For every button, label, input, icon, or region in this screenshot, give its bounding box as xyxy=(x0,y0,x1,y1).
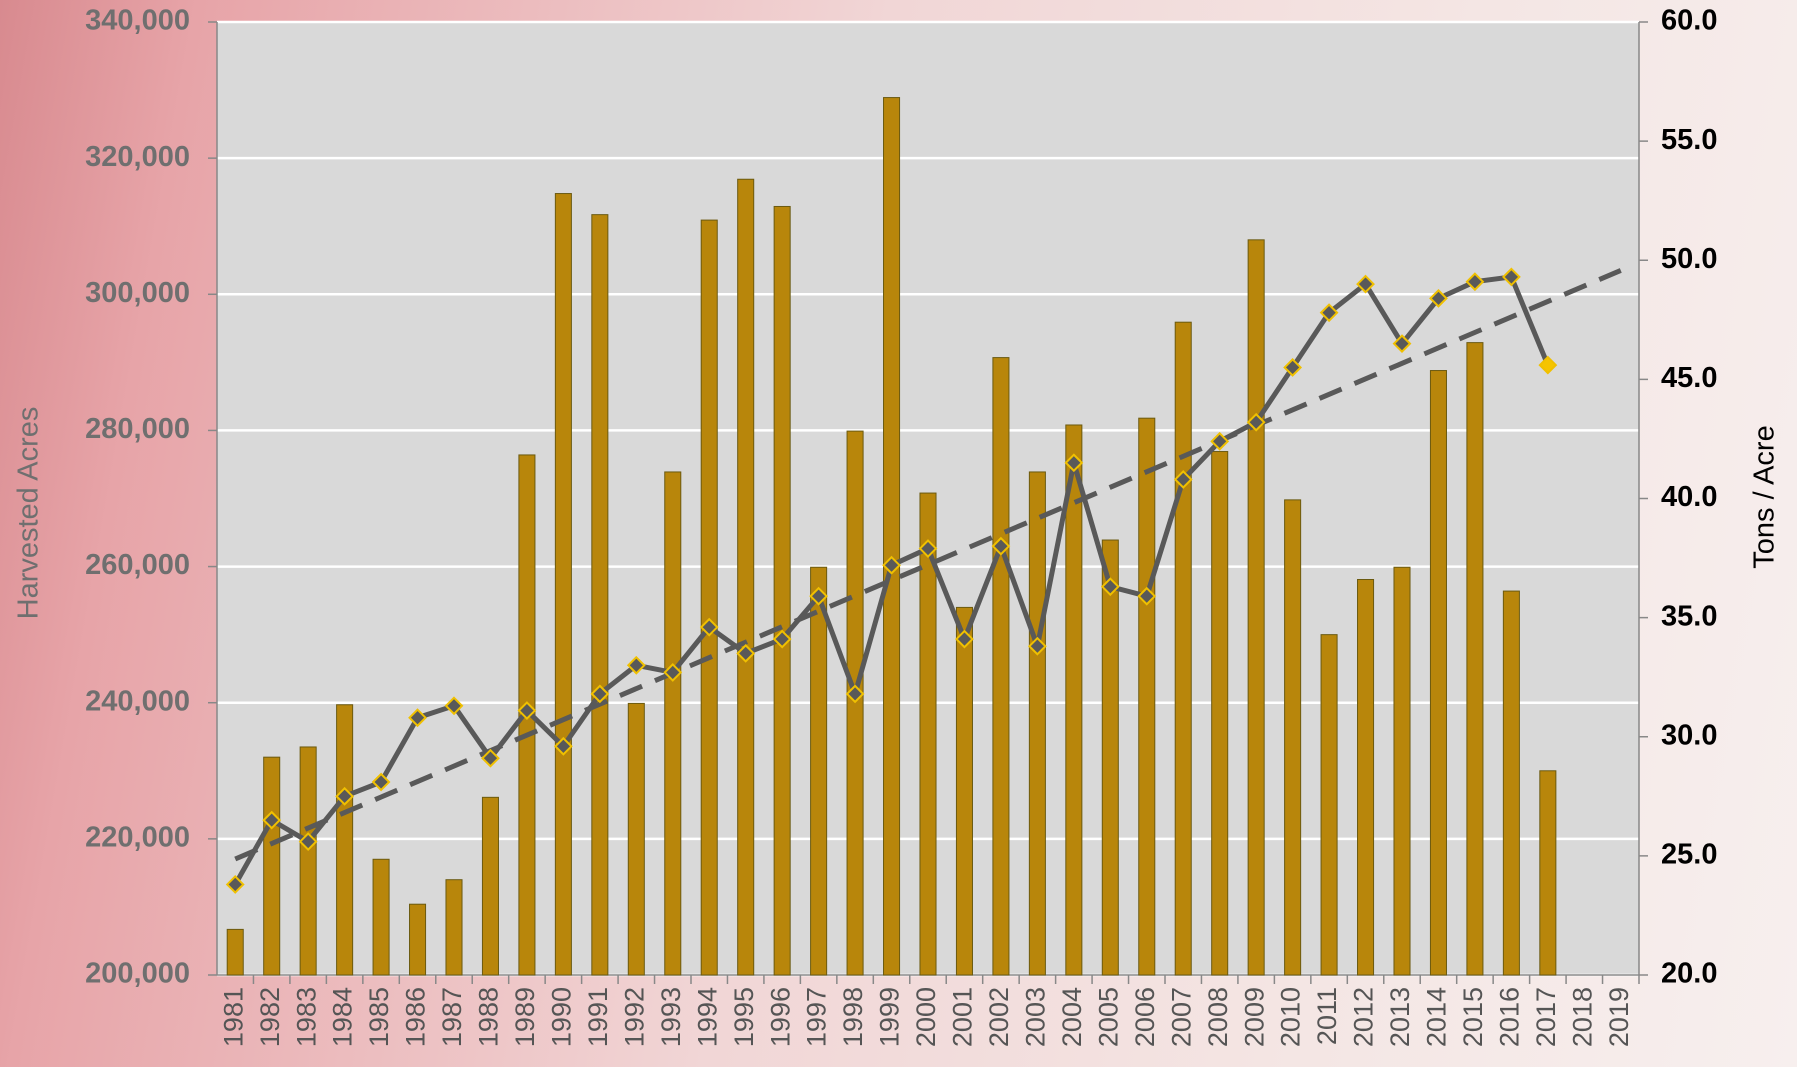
x-tick-label: 1996 xyxy=(765,987,795,1047)
y2-tick-label: 50.0 xyxy=(1661,243,1717,275)
y2-tick-label: 40.0 xyxy=(1661,481,1717,513)
x-tick-label: 2016 xyxy=(1495,987,1525,1047)
x-tick-label: 2018 xyxy=(1567,987,1597,1047)
x-tick-label: 1989 xyxy=(510,987,540,1047)
x-tick-label: 1983 xyxy=(291,987,321,1047)
x-tick-label: 2012 xyxy=(1349,987,1379,1047)
y-axis-label: Harvested Acres xyxy=(13,407,45,620)
x-tick-label: 1992 xyxy=(619,987,649,1047)
x-tick-label: 2003 xyxy=(1021,987,1051,1047)
x-tick-label: 2009 xyxy=(1239,987,1269,1047)
y-tick-label: 280,000 xyxy=(85,413,190,445)
bar xyxy=(701,220,717,975)
bar xyxy=(482,797,498,975)
bar xyxy=(1394,567,1410,975)
bar xyxy=(1248,240,1264,975)
x-tick-label: 2000 xyxy=(911,987,941,1047)
bar xyxy=(1102,540,1118,975)
x-tick-label: 1994 xyxy=(692,987,722,1047)
bar xyxy=(1503,591,1519,975)
y2-axis-label: Tons / Acre xyxy=(1749,425,1781,568)
x-tick-label: 1986 xyxy=(401,987,431,1047)
x-tick-label: 2006 xyxy=(1130,987,1160,1047)
bar xyxy=(884,98,900,975)
bar xyxy=(555,194,571,975)
y-tick-label: 300,000 xyxy=(85,277,190,309)
bar xyxy=(300,747,316,975)
bar xyxy=(628,703,644,975)
y-tick-label: 200,000 xyxy=(85,958,190,990)
bar xyxy=(1430,371,1446,975)
bar xyxy=(956,607,972,975)
y2-tick-label: 60.0 xyxy=(1661,5,1717,37)
bar xyxy=(1139,418,1155,975)
x-tick-label: 1990 xyxy=(547,987,577,1047)
bar xyxy=(592,215,608,975)
y2-tick-label: 35.0 xyxy=(1661,600,1717,632)
x-tick-label: 2008 xyxy=(1203,987,1233,1047)
x-tick-label: 1991 xyxy=(583,987,613,1047)
bar xyxy=(1467,343,1483,975)
x-tick-label: 1995 xyxy=(729,987,759,1047)
y-tick-label: 260,000 xyxy=(85,549,190,581)
bar xyxy=(811,567,827,975)
x-tick-label: 2001 xyxy=(948,987,978,1047)
bar xyxy=(1540,771,1556,975)
y-tick-label: 340,000 xyxy=(85,5,190,37)
y2-tick-label: 45.0 xyxy=(1661,362,1717,394)
bar xyxy=(264,757,280,975)
x-tick-label: 1997 xyxy=(802,987,832,1047)
x-tick-label: 2019 xyxy=(1604,987,1634,1047)
bar xyxy=(1321,635,1337,975)
page: Harvested Acres Tons / Acre 200,000 220,0… xyxy=(0,0,1797,1067)
bar xyxy=(1066,425,1082,975)
x-tick-label: 2017 xyxy=(1531,987,1561,1047)
x-tick-label: 1987 xyxy=(437,987,467,1047)
bar xyxy=(1029,472,1045,975)
chart: Harvested Acres Tons / Acre 200,000 220,0… xyxy=(0,0,1797,1067)
x-tick-label: 2007 xyxy=(1166,987,1196,1047)
x-tick-label: 2014 xyxy=(1422,987,1452,1047)
y-tick-label: 240,000 xyxy=(85,685,190,717)
x-tick-label: 2002 xyxy=(984,987,1014,1047)
bar xyxy=(738,179,754,975)
bar xyxy=(1175,322,1191,975)
x-tick-label: 1993 xyxy=(656,987,686,1047)
y-tick-label: 320,000 xyxy=(85,141,190,173)
bar xyxy=(337,705,353,975)
y2-tick-label: 25.0 xyxy=(1661,839,1717,871)
bar xyxy=(774,206,790,975)
bar xyxy=(1285,500,1301,975)
y2-tick-label: 30.0 xyxy=(1661,719,1717,751)
y2-tick-label: 20.0 xyxy=(1661,958,1717,990)
x-tick-label: 1985 xyxy=(364,987,394,1047)
x-tick-label: 2011 xyxy=(1312,987,1342,1045)
x-tick-label: 1984 xyxy=(328,987,358,1047)
bar xyxy=(446,880,462,975)
y-tick-label: 220,000 xyxy=(85,822,190,854)
x-tick-label: 2015 xyxy=(1458,987,1488,1047)
bar xyxy=(373,859,389,975)
x-tick-label: 2004 xyxy=(1057,987,1087,1047)
bar xyxy=(1358,580,1374,975)
x-tick-label: 1999 xyxy=(875,987,905,1047)
y2-tick-label: 55.0 xyxy=(1661,124,1717,156)
x-tick-label: 1982 xyxy=(255,987,285,1047)
bar xyxy=(993,358,1009,975)
bar xyxy=(1212,452,1228,975)
bar xyxy=(227,929,243,975)
x-tick-label: 1998 xyxy=(838,987,868,1047)
bar xyxy=(665,472,681,975)
x-tick-label: 1981 xyxy=(218,987,248,1047)
x-tick-label: 2010 xyxy=(1276,987,1306,1047)
x-tick-label: 2005 xyxy=(1093,987,1123,1047)
x-tick-label: 1988 xyxy=(474,987,504,1047)
x-tick-label: 2013 xyxy=(1385,987,1415,1047)
bar xyxy=(410,904,426,975)
